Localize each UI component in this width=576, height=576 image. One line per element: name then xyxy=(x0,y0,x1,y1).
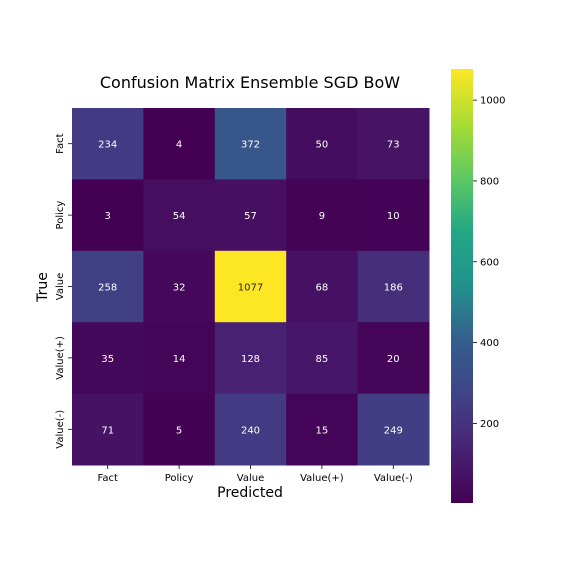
y-axis-ticks: Fact Policy Value Value(+) Value(-) xyxy=(55,133,72,449)
cell-value-label: 372 xyxy=(241,140,260,151)
cell-value-label: 3 xyxy=(105,211,111,222)
heatmap-cell xyxy=(357,250,430,323)
cell-value-label: 14 xyxy=(173,354,186,365)
x-tick-label: Value(+) xyxy=(300,473,344,484)
heatmap-cell xyxy=(357,179,430,252)
y-tick-label: Value(-) xyxy=(55,410,66,449)
colorbar-tick-label: 200 xyxy=(480,419,499,430)
cell-value-label: 1077 xyxy=(238,283,263,294)
heatmap-cell xyxy=(72,393,144,466)
y-tick-label: Fact xyxy=(55,133,66,153)
y-tick-label: Value xyxy=(55,273,66,300)
colorbar-tick-label: 1000 xyxy=(480,96,505,107)
x-tick-label: Fact xyxy=(98,473,118,484)
heatmap-cell xyxy=(72,250,144,323)
cell-value-label: 9 xyxy=(319,211,325,222)
heatmap-cell xyxy=(286,250,359,323)
x-tick-label: Value xyxy=(237,473,264,484)
cell-value-label: 186 xyxy=(384,283,403,294)
colorbar-tick-label: 800 xyxy=(480,176,499,187)
heatmap-cell xyxy=(143,179,216,252)
heatmap-cell xyxy=(214,250,287,323)
y-tick-label: Value(+) xyxy=(55,336,66,380)
cell-value-label: 68 xyxy=(316,283,329,294)
heatmap-cell xyxy=(143,322,216,395)
chart-title: Confusion Matrix Ensemble SGD BoW xyxy=(100,73,400,92)
x-axis-ticks: Fact Policy Value Value(+) Value(-) xyxy=(98,465,413,484)
y-tick-label: Policy xyxy=(55,201,66,230)
x-tick-label: Value(-) xyxy=(374,473,413,484)
heatmap-cell xyxy=(286,179,359,252)
heatmap-cell xyxy=(72,108,144,180)
cell-value-label: 20 xyxy=(387,354,400,365)
heatmap-cells: 234 4 372 50 73 3 54 57 9 10 258 32 1077 68 186 35 14 128… xyxy=(72,108,430,466)
cell-value-label: 57 xyxy=(244,211,257,222)
cell-value-label: 249 xyxy=(384,425,403,436)
cell-value-label: 85 xyxy=(316,354,329,365)
cell-value-label: 35 xyxy=(101,354,114,365)
heatmap-cell xyxy=(286,322,359,395)
heatmap-cell xyxy=(357,393,430,466)
colorbar xyxy=(451,69,473,503)
heatmap-cell xyxy=(214,322,287,395)
cell-value-label: 54 xyxy=(173,211,186,222)
cell-value-label: 258 xyxy=(98,283,117,294)
cell-value-label: 73 xyxy=(387,140,400,151)
cell-value-label: 10 xyxy=(387,211,400,222)
cell-value-label: 32 xyxy=(173,283,186,294)
cell-value-label: 234 xyxy=(98,140,117,151)
cell-value-label: 128 xyxy=(241,354,260,365)
cell-value-label: 50 xyxy=(316,140,329,151)
colorbar-ticks: 200 400 600 800 1000 xyxy=(473,96,505,430)
heatmap-cell xyxy=(143,250,216,323)
y-axis-label: True xyxy=(35,272,51,303)
cell-value-label: 5 xyxy=(176,425,182,436)
heatmap-cell xyxy=(214,393,287,466)
colorbar-tick-label: 400 xyxy=(480,338,499,349)
heatmap-cell xyxy=(72,322,144,395)
colorbar-tick-label: 600 xyxy=(480,257,499,268)
x-tick-label: Policy xyxy=(165,473,194,484)
heatmap-cell xyxy=(286,108,359,180)
cell-value-label: 71 xyxy=(101,425,114,436)
heatmap-cell xyxy=(357,322,430,395)
heatmap-cell xyxy=(72,179,144,252)
heatmap-cell xyxy=(286,393,359,466)
heatmap-cell xyxy=(357,108,430,180)
x-axis-label: Predicted xyxy=(217,485,283,501)
cell-value-label: 15 xyxy=(316,425,329,436)
cell-value-label: 240 xyxy=(241,425,260,436)
cell-value-label: 4 xyxy=(176,140,182,151)
heatmap-cell xyxy=(143,108,216,180)
heatmap-cell xyxy=(143,393,216,466)
heatmap-cell xyxy=(214,108,287,180)
heatmap-cell xyxy=(214,179,287,252)
